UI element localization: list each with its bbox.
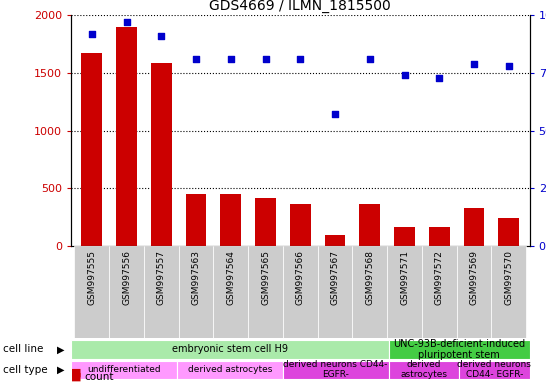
Text: derived astrocytes: derived astrocytes — [188, 365, 272, 374]
FancyBboxPatch shape — [248, 246, 283, 338]
Point — [157, 33, 165, 39]
Text: ■: ■ — [71, 372, 81, 382]
Point — [296, 56, 305, 62]
Text: GSM997563: GSM997563 — [192, 250, 200, 305]
Point — [470, 61, 478, 67]
Text: GSM997557: GSM997557 — [157, 250, 166, 305]
Text: ▶: ▶ — [57, 365, 65, 375]
Text: GSM997556: GSM997556 — [122, 250, 131, 305]
Text: GSM997568: GSM997568 — [365, 250, 375, 305]
Point — [365, 56, 374, 62]
Text: GSM997565: GSM997565 — [261, 250, 270, 305]
FancyBboxPatch shape — [74, 246, 109, 338]
Text: derived neurons CD44-
EGFR-: derived neurons CD44- EGFR- — [283, 360, 388, 379]
FancyBboxPatch shape — [283, 246, 318, 338]
Text: GSM997570: GSM997570 — [505, 250, 513, 305]
Text: cell line: cell line — [3, 344, 43, 354]
Bar — [394, 227, 415, 246]
Point — [435, 74, 444, 81]
FancyBboxPatch shape — [71, 340, 389, 359]
Text: GSM997567: GSM997567 — [330, 250, 340, 305]
Text: GSM997572: GSM997572 — [435, 250, 444, 305]
Text: GSM997564: GSM997564 — [226, 250, 235, 305]
Point — [227, 56, 235, 62]
Point — [87, 31, 96, 37]
Text: embryonic stem cell H9: embryonic stem cell H9 — [172, 344, 288, 354]
Bar — [359, 204, 380, 246]
Bar — [116, 27, 137, 246]
FancyBboxPatch shape — [71, 361, 177, 379]
Bar — [186, 194, 206, 246]
FancyBboxPatch shape — [144, 246, 179, 338]
Bar — [290, 204, 311, 246]
Text: UNC-93B-deficient-induced
pluripotent stem: UNC-93B-deficient-induced pluripotent st… — [393, 339, 525, 360]
Text: cell type: cell type — [3, 365, 48, 375]
Title: GDS4669 / ILMN_1815500: GDS4669 / ILMN_1815500 — [210, 0, 391, 13]
Bar — [498, 218, 519, 246]
FancyBboxPatch shape — [422, 246, 456, 338]
FancyBboxPatch shape — [459, 361, 530, 379]
Point — [505, 63, 513, 69]
FancyBboxPatch shape — [177, 361, 283, 379]
Text: count: count — [85, 372, 114, 382]
Bar — [325, 235, 346, 246]
Bar — [464, 208, 484, 246]
FancyBboxPatch shape — [352, 246, 387, 338]
FancyBboxPatch shape — [179, 246, 213, 338]
Text: GSM997569: GSM997569 — [470, 250, 478, 305]
Text: ▶: ▶ — [57, 344, 65, 354]
FancyBboxPatch shape — [456, 246, 491, 338]
Bar — [255, 198, 276, 246]
FancyBboxPatch shape — [318, 246, 352, 338]
Bar — [81, 53, 102, 246]
Point — [400, 72, 409, 78]
Bar — [151, 63, 172, 246]
Point — [261, 56, 270, 62]
Point — [192, 56, 200, 62]
FancyBboxPatch shape — [387, 246, 422, 338]
FancyBboxPatch shape — [389, 361, 459, 379]
Bar — [429, 227, 450, 246]
Text: ■: ■ — [71, 367, 81, 377]
Text: GSM997566: GSM997566 — [296, 250, 305, 305]
Text: undifferentiated: undifferentiated — [87, 365, 161, 374]
FancyBboxPatch shape — [109, 246, 144, 338]
FancyBboxPatch shape — [213, 246, 248, 338]
FancyBboxPatch shape — [491, 246, 526, 338]
Point — [122, 19, 131, 25]
FancyBboxPatch shape — [283, 361, 389, 379]
Bar — [221, 194, 241, 246]
Text: derived neurons
CD44- EGFR-: derived neurons CD44- EGFR- — [458, 360, 531, 379]
Text: GSM997571: GSM997571 — [400, 250, 409, 305]
FancyBboxPatch shape — [389, 340, 530, 359]
Point — [331, 111, 340, 118]
Text: GSM997555: GSM997555 — [87, 250, 96, 305]
Text: derived
astrocytes: derived astrocytes — [400, 360, 447, 379]
